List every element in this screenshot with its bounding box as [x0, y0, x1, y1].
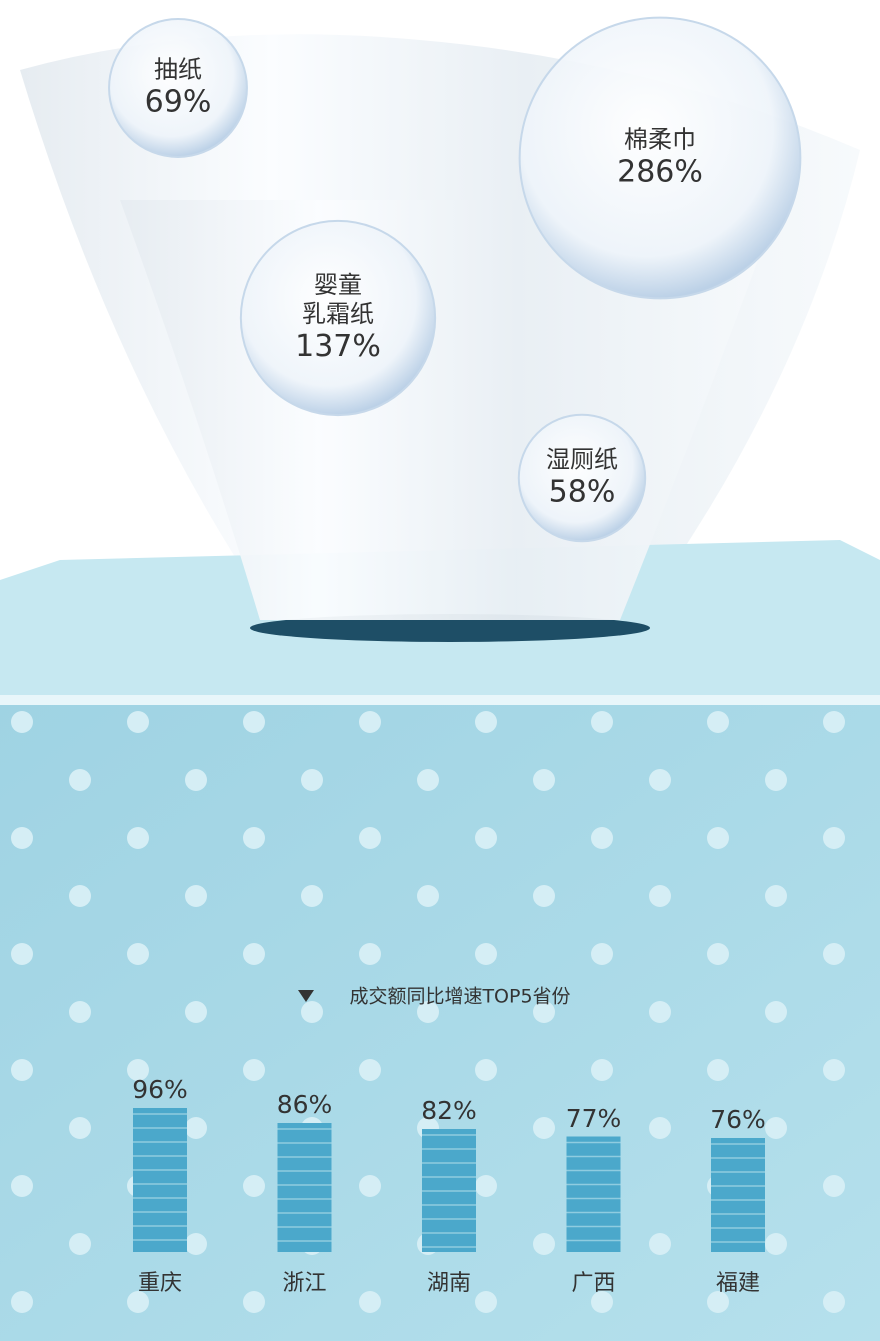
bubble	[517, 413, 647, 543]
bubble-category: 婴童 乳霜纸	[302, 271, 374, 328]
bar	[277, 1123, 332, 1252]
bubble-value: 58%	[548, 474, 616, 510]
bubble-value: 286%	[617, 154, 703, 190]
bar-category: 广西	[571, 1270, 616, 1296]
bar-category: 重庆	[137, 1270, 183, 1296]
bar	[711, 1138, 765, 1252]
bar-value-label: 76%	[710, 1105, 766, 1134]
box-edge	[0, 695, 880, 705]
bar-category: 浙江	[282, 1270, 327, 1296]
bar-category: 福建	[715, 1270, 761, 1296]
bubble-label: 抽纸 69%	[145, 56, 212, 121]
bubble-category: 湿厕纸	[546, 445, 618, 474]
bubble-value: 69%	[144, 84, 212, 120]
bubble-value: 137%	[295, 328, 381, 364]
bubble	[108, 18, 248, 158]
bubble	[239, 219, 437, 417]
bar-value-label: 86%	[276, 1090, 333, 1119]
bubble-category: 抽纸	[154, 55, 202, 84]
bubble-category: 棉柔巾	[624, 125, 696, 154]
bar	[133, 1108, 187, 1252]
bar-title: 成交额同比增速TOP5省份	[349, 985, 571, 1008]
bubble-label: 婴童 乳霜纸 137%	[295, 271, 381, 365]
bar-value-label: 77%	[565, 1103, 622, 1133]
title-marker	[298, 990, 314, 1002]
box-opening	[250, 614, 650, 642]
bar-value-label: 82%	[421, 1096, 477, 1125]
bubble-label: 湿厕纸 58%	[546, 446, 618, 511]
bar-value-label: 96%	[132, 1075, 188, 1104]
bubble-label: 棉柔巾 286%	[617, 126, 703, 191]
bubble	[518, 16, 802, 300]
bar	[566, 1136, 621, 1252]
bar-category: 湖南	[426, 1270, 472, 1296]
